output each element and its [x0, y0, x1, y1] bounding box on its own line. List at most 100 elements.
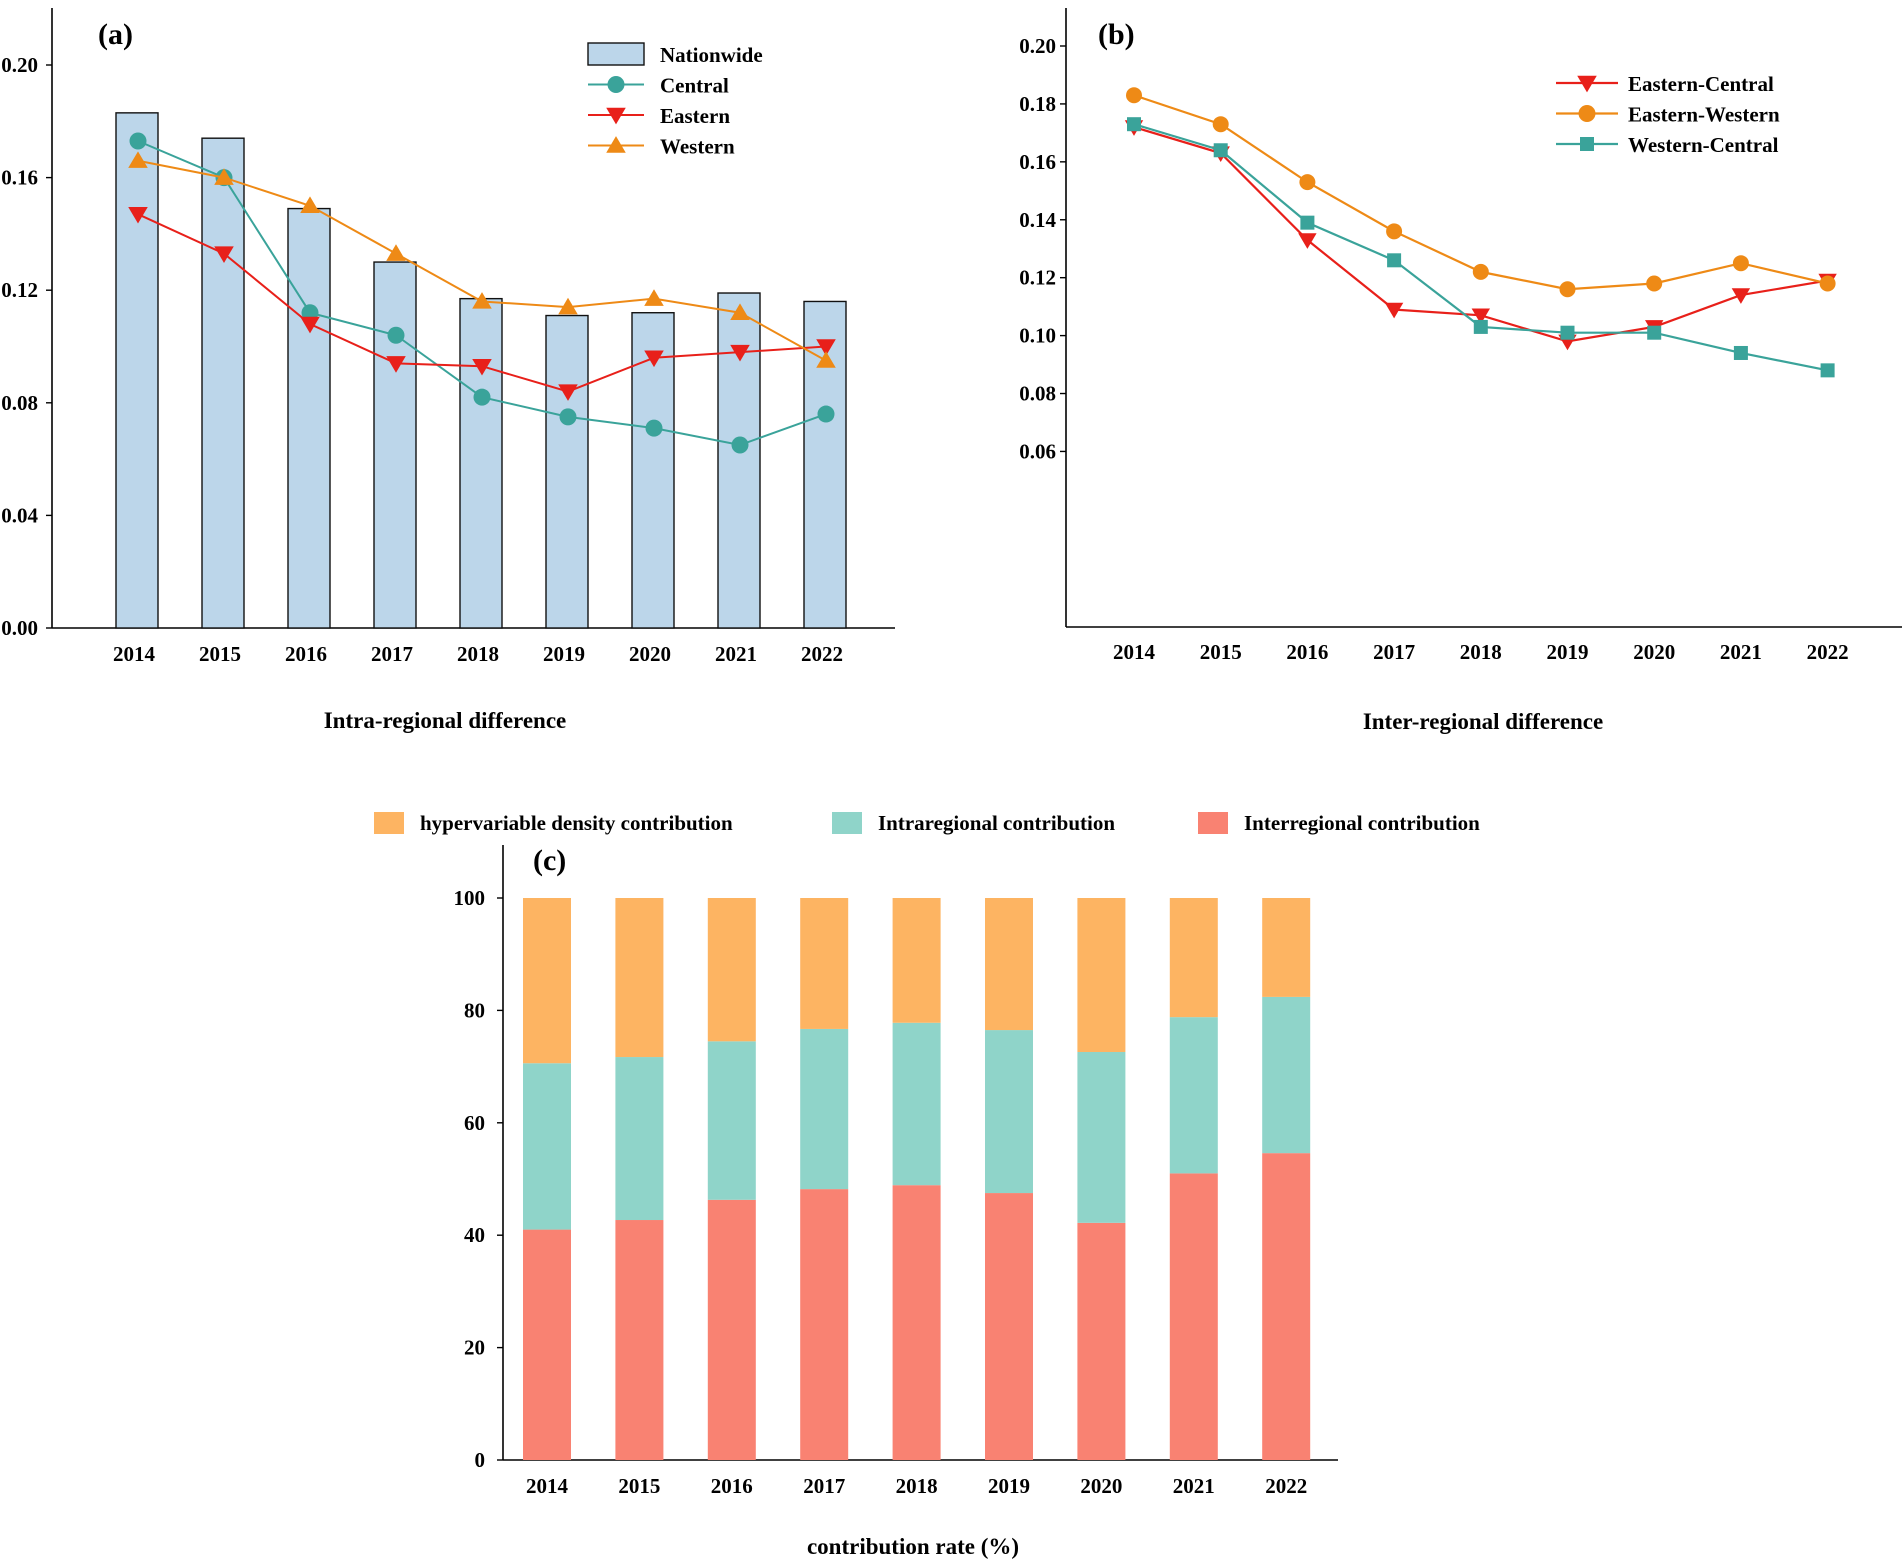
b-point-eastern-western	[1386, 223, 1403, 240]
a-y-tick-label: 0.04	[1, 503, 38, 527]
b-point-western-central	[1560, 325, 1575, 340]
a-point-central	[559, 408, 577, 426]
c-bar-segment	[800, 1189, 849, 1460]
c-y-tick-label: 60	[464, 1111, 485, 1135]
b-y-tick-label: 0.20	[1019, 34, 1056, 58]
a-point-eastern	[386, 356, 406, 373]
a-point-eastern	[816, 339, 836, 356]
c-bar-segment	[985, 898, 1033, 1031]
c-y-tick-label: 80	[464, 998, 485, 1022]
a-bar-nationwide	[373, 261, 417, 629]
a-x-tick-label: 2022	[801, 642, 843, 666]
b-point-eastern-central	[1298, 233, 1317, 249]
c-bar-segment	[1169, 898, 1218, 1018]
c-bar-segment	[1262, 996, 1311, 1154]
a-legend-label: Western	[660, 135, 735, 159]
c-y-tick-label: 20	[464, 1336, 485, 1360]
a-point-eastern	[214, 246, 234, 263]
a-point-central	[129, 132, 147, 150]
a-point-central	[817, 405, 835, 423]
a-legend-marker	[606, 136, 626, 153]
b-point-eastern-central	[1731, 288, 1751, 304]
c-y-tick-label: 100	[454, 886, 486, 910]
a-y-tick-label: 0.08	[1, 391, 38, 415]
b-point-eastern-western	[1472, 263, 1489, 280]
a-point-eastern	[558, 384, 578, 401]
b-x-tick-label: 2021	[1720, 640, 1762, 664]
b-point-western-central	[1127, 117, 1141, 132]
b-legend-marker	[1578, 105, 1596, 122]
c-x-tick-label: 2017	[803, 1474, 845, 1498]
a-bar-nationwide	[459, 297, 503, 629]
b-point-western-central	[1387, 253, 1402, 268]
a-x-tick-label: 2014	[113, 642, 156, 666]
c-bar-segment	[523, 898, 571, 1064]
b-point-eastern-western	[1819, 275, 1836, 292]
b-point-western-central	[1733, 345, 1748, 360]
c-x-tick-label: 2021	[1173, 1474, 1215, 1498]
a-bar-nationwide	[545, 314, 589, 629]
a-legend-swatch-nationwide	[587, 42, 645, 66]
c-bar-segment	[892, 1022, 941, 1186]
a-point-eastern	[730, 344, 750, 362]
panel-c-contribution-chart: 0 20 40 60 80 100 2014 2015 2016 2017 2018 2019 2020…	[374, 811, 1480, 1559]
c-legend-swatch	[1198, 812, 1228, 834]
b-x-tick-label: 2022	[1807, 640, 1849, 664]
a-point-western	[128, 151, 148, 168]
b-legend-marker	[1577, 75, 1597, 93]
a-point-eastern	[644, 350, 664, 368]
c-panel-label: (c)	[533, 844, 566, 877]
b-x-tick-label: 2020	[1633, 640, 1675, 664]
a-y-tick-label: 0.16	[1, 166, 38, 190]
a-x-tick-label: 2020	[629, 642, 671, 666]
b-y-tick-label: 0.12	[1019, 266, 1056, 290]
a-panel-label: (a)	[98, 18, 133, 51]
a-y-tick-label: 0.00	[1, 616, 38, 640]
a-point-western	[386, 244, 406, 261]
c-bar-segment	[707, 1199, 756, 1460]
b-point-eastern-western	[1646, 275, 1663, 292]
a-bar-nationwide	[201, 137, 245, 629]
a-point-western	[300, 196, 320, 213]
c-bar-segment	[892, 898, 941, 1023]
b-legend-label: Eastern-Western	[1628, 103, 1780, 127]
b-point-eastern-central	[1384, 302, 1404, 319]
b-point-western-central	[1647, 325, 1662, 340]
a-point-western	[644, 289, 664, 306]
b-point-eastern-western	[1732, 255, 1749, 272]
c-bar-segment	[985, 1193, 1033, 1460]
b-legend-marker	[1580, 137, 1594, 151]
a-legend-marker	[606, 107, 626, 125]
b-point-western-central	[1473, 319, 1488, 334]
a-x-tick-label: 2019	[543, 642, 585, 666]
c-axis-label: contribution rate (%)	[807, 1534, 1019, 1559]
a-point-western	[558, 297, 578, 315]
a-axis-label: Intra-regional difference	[324, 708, 567, 733]
a-point-western	[214, 168, 234, 185]
a-legend-label: Central	[660, 74, 729, 98]
a-point-western	[730, 303, 750, 320]
b-x-tick-label: 2014	[1113, 640, 1156, 664]
b-x-tick-label: 2018	[1460, 640, 1502, 664]
b-point-western-central	[1213, 143, 1228, 158]
panel-b-inter-regional-chart: 0.06 0.08 0.10 0.12 0.14 0.16 0.18 0.20 2014 2015…	[1019, 8, 1902, 734]
c-bar-segment	[1077, 1222, 1126, 1460]
c-bar-segment	[1262, 1153, 1311, 1460]
b-x-tick-label: 2015	[1200, 640, 1242, 664]
c-x-tick-label: 2020	[1080, 1474, 1122, 1498]
c-bar-segment	[615, 898, 664, 1058]
b-panel-label: (b)	[1098, 18, 1135, 51]
a-point-central	[645, 419, 663, 437]
c-legend-swatch	[832, 812, 862, 834]
b-point-western-central	[1820, 363, 1835, 378]
b-x-tick-label: 2017	[1373, 640, 1415, 664]
a-legend-label: Nationwide	[660, 43, 763, 67]
c-bar-segment	[1077, 898, 1126, 1052]
b-y-tick-label: 0.10	[1019, 324, 1056, 348]
c-bar-segment	[615, 1220, 664, 1460]
c-legend-swatch	[374, 812, 404, 834]
a-point-central	[473, 388, 491, 406]
c-legend-label: Interregional contribution	[1244, 811, 1480, 835]
a-x-tick-label: 2015	[199, 642, 241, 666]
